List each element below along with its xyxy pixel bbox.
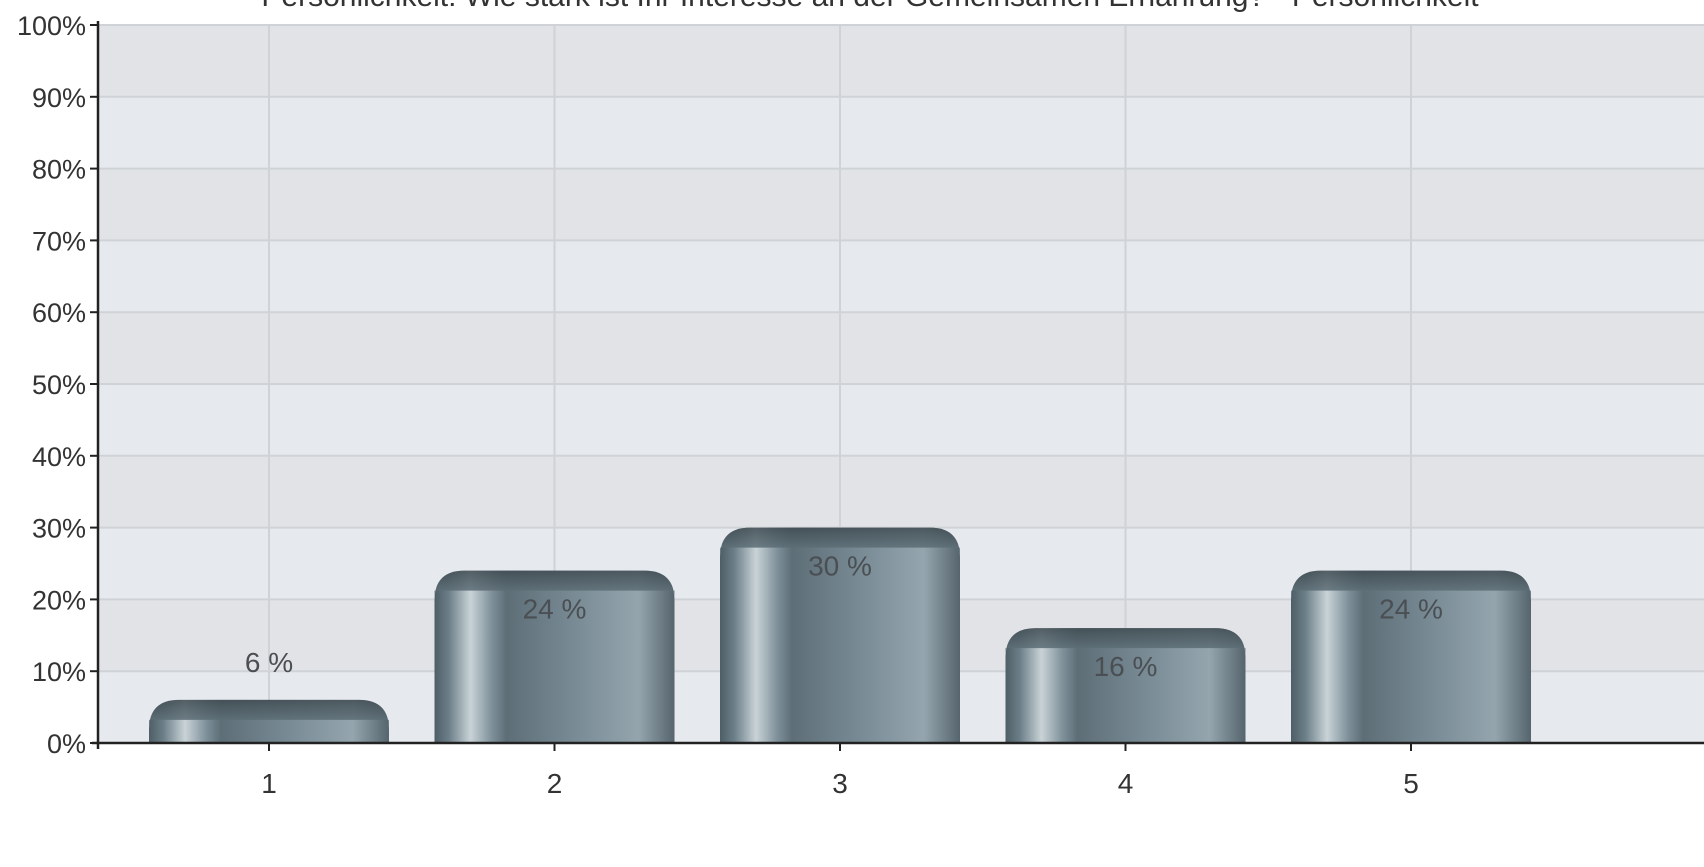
y-tick-label: 40% <box>32 442 86 472</box>
y-tick-label: 90% <box>32 83 86 113</box>
y-tick-label: 50% <box>32 370 86 400</box>
x-tick-label: 3 <box>832 768 848 799</box>
data-label: 30 % <box>808 551 872 582</box>
data-label: 6 % <box>245 647 293 678</box>
plot-band <box>98 455 1704 528</box>
y-tick-label: 30% <box>32 514 86 544</box>
plot-band <box>98 168 1704 241</box>
bar-cap <box>434 570 675 601</box>
x-tick-label: 5 <box>1403 768 1419 799</box>
y-axis-ticks: 0% 10% 20% 30% 40% 50% 60% 70% 80% 90% 100% <box>17 11 98 759</box>
x-tick-label: 4 <box>1118 768 1134 799</box>
y-tick-label: 60% <box>32 298 86 328</box>
y-tick-label: 20% <box>32 585 86 615</box>
bar <box>1005 628 1246 743</box>
y-tick-label: 0% <box>47 729 86 759</box>
bar-cap <box>1005 628 1246 659</box>
bar <box>720 527 960 743</box>
plot-band <box>98 25 1704 97</box>
bar-cap <box>720 527 960 558</box>
plot-band <box>98 240 1704 313</box>
y-tick-label: 10% <box>32 657 86 687</box>
plot-band <box>98 384 1704 456</box>
bar <box>434 570 675 743</box>
y-tick-label: 100% <box>17 11 86 41</box>
y-tick-label: 80% <box>32 155 86 185</box>
bar <box>1291 570 1531 743</box>
data-label: 16 % <box>1094 651 1158 682</box>
x-tick-label: 2 <box>547 768 563 799</box>
data-label: 24 % <box>1379 594 1443 625</box>
plot-band <box>98 312 1704 384</box>
bars-group: 6 % 24 % 30 % 16 % 24 % <box>149 527 1531 743</box>
y-tick-label: 70% <box>32 226 86 256</box>
x-axis-ticks: 1 2 3 4 5 <box>261 743 1419 799</box>
plot-band <box>98 96 1704 169</box>
data-label: 24 % <box>523 594 587 625</box>
chart-title: Persönlichkeit: Wie stark ist Ihr Intere… <box>261 0 1479 13</box>
bar-cap <box>1291 570 1531 601</box>
bar-cap <box>149 699 389 730</box>
x-tick-label: 1 <box>261 768 277 799</box>
